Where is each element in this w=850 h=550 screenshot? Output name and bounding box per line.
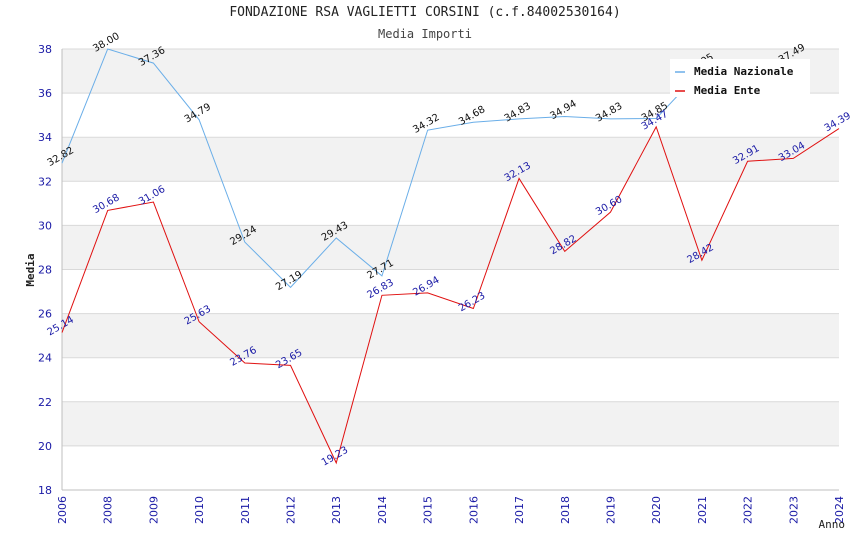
plot-band bbox=[62, 225, 839, 270]
x-tick-label: 2024 bbox=[833, 496, 846, 524]
y-tick-label: 22 bbox=[38, 396, 52, 409]
series-line-media-ente bbox=[61, 125, 840, 465]
x-axis-title: Anno bbox=[819, 518, 846, 531]
series-lines bbox=[61, 48, 840, 465]
plot-band bbox=[62, 269, 839, 314]
plot-band bbox=[62, 137, 839, 182]
y-tick-label: 26 bbox=[38, 308, 52, 321]
x-tick-label: 2012 bbox=[285, 496, 298, 524]
x-tick-label: 2011 bbox=[239, 496, 252, 524]
x-tick-label: 2009 bbox=[147, 496, 160, 524]
y-axis-ticks: 18 20 22 24 26 28 30 32 34 36 38 bbox=[38, 43, 52, 497]
x-tick-label: 2023 bbox=[787, 496, 800, 524]
y-tick-label: 24 bbox=[38, 352, 52, 365]
y-tick-label: 38 bbox=[38, 43, 52, 56]
x-tick-label: 2020 bbox=[650, 496, 663, 524]
legend-background bbox=[670, 59, 810, 97]
x-tick-label: 2014 bbox=[376, 496, 389, 524]
x-tick-label: 2022 bbox=[742, 496, 755, 524]
x-axis-ticks: 2006 2008 2009 2010 2011 2012 2013 2014 2015 2016… bbox=[56, 496, 846, 524]
x-tick-label: 2017 bbox=[513, 496, 526, 524]
y-tick-label: 20 bbox=[38, 440, 52, 453]
y-tick-label: 30 bbox=[38, 219, 52, 232]
plot-band bbox=[62, 313, 839, 358]
x-tick-label: 2006 bbox=[56, 496, 69, 524]
plot-band bbox=[62, 357, 839, 402]
y-axis-title: Media bbox=[24, 253, 37, 286]
x-tick-label: 2021 bbox=[696, 496, 709, 524]
legend-label-media-nazionale: Media Nazionale bbox=[694, 65, 794, 78]
chart-title: FONDAZIONE RSA VAGLIETTI CORSINI (c.f.84… bbox=[229, 5, 621, 20]
y-tick-label: 36 bbox=[38, 87, 52, 100]
x-tick-label: 2015 bbox=[422, 496, 435, 524]
y-tick-label: 32 bbox=[38, 175, 52, 188]
legend-label-media-ente: Media Ente bbox=[694, 84, 761, 97]
x-tick-label: 2016 bbox=[467, 496, 480, 524]
y-tick-label: 34 bbox=[38, 131, 52, 144]
plot-band bbox=[62, 93, 839, 138]
plot-bands bbox=[62, 49, 839, 490]
legend: Media Nazionale Media Ente bbox=[670, 59, 810, 97]
x-tick-label: 2019 bbox=[604, 496, 617, 524]
y-tick-label: 28 bbox=[38, 264, 52, 277]
x-tick-label: 2018 bbox=[559, 496, 572, 524]
chart-subtitle: Media Importi bbox=[378, 27, 472, 41]
x-tick-label: 2013 bbox=[330, 496, 343, 524]
plot-band bbox=[62, 181, 839, 226]
series-line-media-nazionale bbox=[61, 48, 703, 289]
grid-lines bbox=[61, 48, 839, 491]
plot-band bbox=[62, 401, 839, 446]
y-tick-label: 18 bbox=[38, 484, 52, 497]
plot-band bbox=[62, 445, 839, 490]
x-tick-label: 2008 bbox=[102, 496, 115, 524]
x-tick-label: 2010 bbox=[193, 496, 206, 524]
